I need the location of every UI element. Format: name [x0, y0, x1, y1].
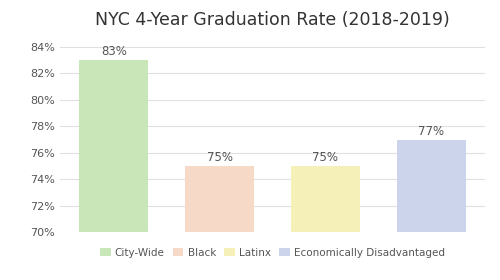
Text: 83%: 83%	[101, 45, 126, 58]
Bar	[185, 166, 254, 280]
Text: 77%: 77%	[418, 125, 444, 138]
Bar	[80, 60, 148, 280]
Text: 75%: 75%	[312, 151, 338, 164]
Legend: City-Wide, Black, Latinx, Economically Disadvantaged: City-Wide, Black, Latinx, Economically D…	[100, 248, 445, 258]
Text: 75%: 75%	[206, 151, 233, 164]
Title: NYC 4-Year Graduation Rate (2018-2019): NYC 4-Year Graduation Rate (2018-2019)	[95, 11, 450, 29]
Bar	[397, 140, 466, 280]
Bar	[291, 166, 360, 280]
